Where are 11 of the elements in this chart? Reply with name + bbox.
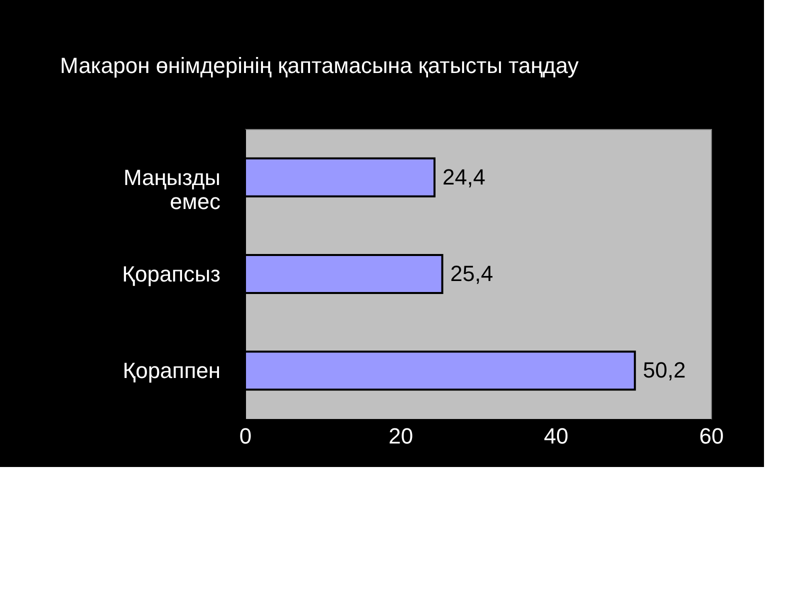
chart-title: Макарон өнімдерінің қаптамасына қатысты таңдау [60,53,579,78]
data-label: 25,4 [450,261,494,286]
x-tick-label: 60 [699,424,724,448]
y-tick-label: Қораппен [122,358,220,384]
y-tick-label: Маңызды емес [123,164,220,214]
x-tick-label: 20 [388,424,414,448]
x-tick-label: 0 [239,424,252,448]
x-tick-label: 40 [544,424,568,448]
data-label: 24,4 [442,164,486,190]
y-tick-label: Қорапсыз [122,262,220,286]
data-label: 50,2 [642,358,686,383]
